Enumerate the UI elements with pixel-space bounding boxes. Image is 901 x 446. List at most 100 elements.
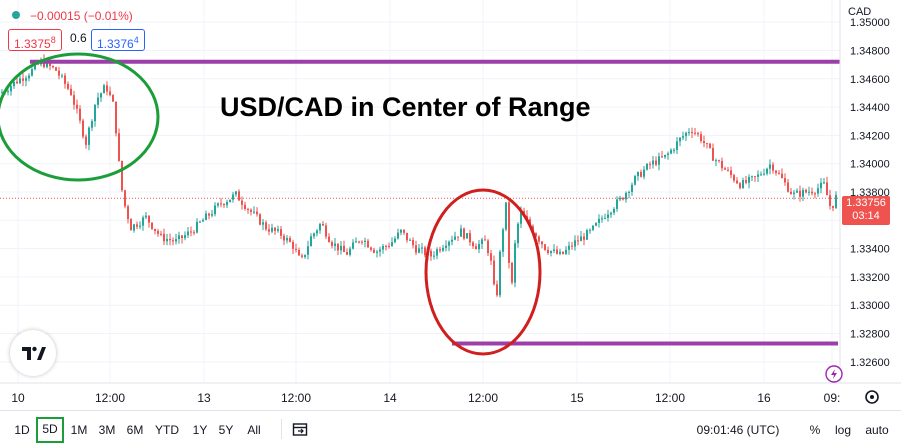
- candle-body: [202, 220, 204, 222]
- candle-body: [682, 136, 684, 138]
- candle-body: [421, 247, 423, 249]
- candle-body: [220, 203, 222, 205]
- utc-clock[interactable]: 09:01:46 (UTC): [696, 423, 780, 437]
- tradingview-logo-icon[interactable]: [10, 330, 56, 376]
- candle-body: [556, 249, 558, 254]
- candle-body: [679, 137, 681, 142]
- range-5y-button[interactable]: 5Y: [218, 423, 234, 437]
- candle-body: [232, 194, 234, 200]
- price-tick-label: 1.34400: [850, 102, 890, 114]
- candle-body: [46, 61, 48, 68]
- price-chart[interactable]: 1.35000 1.34800 1.34600 1.34400 1.34200 1.340…: [0, 0, 901, 410]
- range-6m-button[interactable]: 6M: [126, 423, 144, 437]
- candle-body: [802, 189, 804, 197]
- range-ytd-button[interactable]: YTD: [155, 423, 179, 437]
- red-circle-annotation: [424, 188, 542, 356]
- candle-body: [493, 260, 495, 285]
- candle-body: [253, 211, 255, 213]
- candle-body: [466, 233, 468, 239]
- candle-body: [820, 182, 822, 189]
- buy-price-button[interactable]: 1.33764: [91, 29, 145, 51]
- candle-body: [277, 229, 279, 231]
- price-tick-label: 1.35000: [850, 17, 890, 29]
- candle-body: [49, 61, 51, 67]
- buy-price: 1.3376: [97, 37, 134, 51]
- candle-body: [517, 223, 519, 244]
- candle-body: [91, 121, 93, 128]
- auto-toggle[interactable]: auto: [865, 423, 889, 437]
- candle-body: [391, 242, 393, 247]
- time-tick-label: 15: [570, 391, 584, 405]
- candle-body: [796, 190, 798, 193]
- candle-body: [451, 239, 453, 242]
- candle-body: [655, 160, 657, 165]
- candle-body: [631, 184, 633, 192]
- candle-body: [151, 222, 153, 229]
- last-price-value: 1.33756: [846, 197, 886, 209]
- price-tick-label: 1.34800: [850, 45, 890, 57]
- candle-body: [25, 78, 27, 81]
- candle-body: [637, 171, 639, 177]
- candle-body: [502, 229, 504, 252]
- range-1d-button[interactable]: 1D: [14, 423, 30, 437]
- candle-body: [595, 222, 597, 226]
- percent-toggle[interactable]: %: [809, 423, 821, 437]
- log-toggle[interactable]: log: [834, 423, 851, 437]
- candle-body: [643, 169, 645, 177]
- candle-body: [439, 249, 441, 251]
- range-1y-button[interactable]: 1Y: [192, 423, 208, 437]
- candle-body: [169, 239, 171, 241]
- candle-body: [730, 170, 732, 176]
- candle-body: [193, 232, 195, 234]
- range-1m-button[interactable]: 1M: [70, 423, 88, 437]
- candle-body: [145, 215, 147, 218]
- date-range-icon[interactable]: [292, 421, 308, 442]
- last-price-tag: 1.33756 03:14: [842, 196, 890, 225]
- candle-body: [688, 132, 690, 134]
- candle-body: [763, 173, 765, 175]
- candle-body: [814, 193, 816, 195]
- bottom-toolbar: 1D 5D 1M 3M 6M YTD 1Y 5Y All 09:01:46 (U…: [0, 410, 901, 446]
- candle-body: [793, 192, 795, 195]
- flash-icon[interactable]: [825, 365, 843, 383]
- candle-body: [70, 88, 72, 96]
- candle-body: [463, 228, 465, 239]
- range-all-button[interactable]: All: [247, 423, 261, 437]
- candle-body: [487, 240, 489, 254]
- candle-body: [361, 241, 363, 243]
- candle-body: [718, 160, 720, 162]
- candle-body: [706, 143, 708, 145]
- candle-body: [382, 246, 384, 250]
- candle-body: [799, 190, 801, 197]
- candle-body: [805, 189, 807, 193]
- candle-body: [727, 169, 729, 171]
- candle-body: [652, 160, 654, 165]
- candle-body: [811, 191, 813, 194]
- candle-body: [826, 182, 828, 196]
- candle-body: [349, 248, 351, 255]
- candle-body: [388, 246, 390, 248]
- range-3m-button[interactable]: 3M: [98, 423, 116, 437]
- candle-body: [181, 235, 183, 239]
- candle-body: [355, 241, 357, 243]
- candle-body: [829, 195, 831, 206]
- candle-body: [670, 149, 672, 154]
- candle-body: [790, 191, 792, 195]
- sell-price-button[interactable]: 1.33758: [8, 29, 62, 51]
- candle-body: [313, 233, 315, 237]
- candle-body: [412, 239, 414, 246]
- candle-body: [823, 182, 825, 184]
- candle-body: [325, 225, 327, 237]
- range-5d-button[interactable]: 5D: [36, 417, 64, 443]
- candle-body: [241, 200, 243, 205]
- candle-body: [646, 163, 648, 170]
- chart-grid: [0, 0, 840, 383]
- candle-body: [10, 86, 12, 92]
- settings-gear-icon[interactable]: [865, 390, 879, 404]
- candle-body: [676, 141, 678, 150]
- candle-body: [229, 199, 231, 203]
- candle-body: [574, 240, 576, 247]
- time-tick-label: 13: [197, 391, 211, 405]
- buy-price-frac: 4: [133, 35, 139, 45]
- candle-body: [124, 190, 126, 207]
